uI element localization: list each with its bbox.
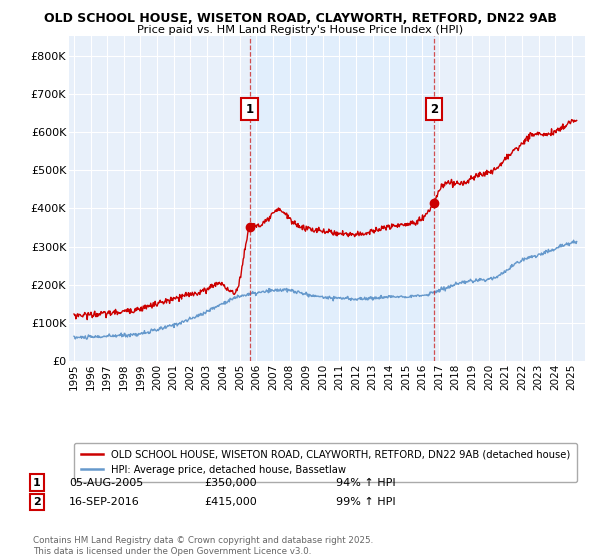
Text: £415,000: £415,000 — [204, 497, 257, 507]
Text: 2: 2 — [430, 102, 438, 115]
Text: £350,000: £350,000 — [204, 478, 257, 488]
Text: Price paid vs. HM Land Registry's House Price Index (HPI): Price paid vs. HM Land Registry's House … — [137, 25, 463, 35]
Text: OLD SCHOOL HOUSE, WISETON ROAD, CLAYWORTH, RETFORD, DN22 9AB: OLD SCHOOL HOUSE, WISETON ROAD, CLAYWORT… — [44, 12, 556, 25]
Text: Contains HM Land Registry data © Crown copyright and database right 2025.
This d: Contains HM Land Registry data © Crown c… — [33, 536, 373, 556]
Text: 94% ↑ HPI: 94% ↑ HPI — [336, 478, 395, 488]
Text: 1: 1 — [245, 102, 254, 115]
Text: 99% ↑ HPI: 99% ↑ HPI — [336, 497, 395, 507]
Text: 1: 1 — [33, 478, 41, 488]
Text: 05-AUG-2005: 05-AUG-2005 — [69, 478, 143, 488]
Text: 16-SEP-2016: 16-SEP-2016 — [69, 497, 140, 507]
Bar — [250, 36, 434, 361]
Text: 2: 2 — [33, 497, 41, 507]
Legend: OLD SCHOOL HOUSE, WISETON ROAD, CLAYWORTH, RETFORD, DN22 9AB (detached house), H: OLD SCHOOL HOUSE, WISETON ROAD, CLAYWORT… — [74, 442, 577, 482]
